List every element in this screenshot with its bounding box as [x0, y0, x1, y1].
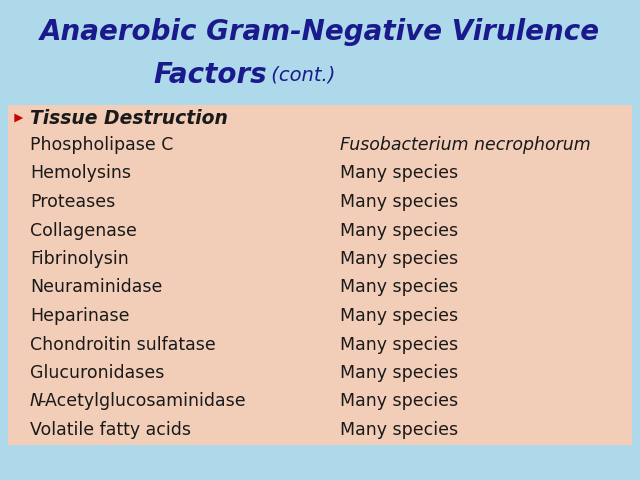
Text: (cont.): (cont.): [265, 65, 335, 84]
Text: Phospholipase C: Phospholipase C: [30, 136, 173, 154]
Text: Many species: Many species: [340, 364, 458, 382]
FancyBboxPatch shape: [8, 105, 632, 445]
Text: Many species: Many species: [340, 250, 458, 268]
Text: Chondroitin sulfatase: Chondroitin sulfatase: [30, 336, 216, 353]
Text: Neuraminidase: Neuraminidase: [30, 278, 163, 297]
Text: Proteases: Proteases: [30, 193, 115, 211]
Text: Many species: Many species: [340, 193, 458, 211]
Text: Many species: Many species: [340, 165, 458, 182]
Text: Many species: Many species: [340, 421, 458, 439]
Text: Collagenase: Collagenase: [30, 221, 137, 240]
Text: Anaerobic Gram-Negative Virulence: Anaerobic Gram-Negative Virulence: [40, 18, 600, 46]
Text: Tissue Destruction: Tissue Destruction: [30, 108, 228, 128]
Text: Fusobacterium necrophorum: Fusobacterium necrophorum: [340, 136, 591, 154]
Text: Many species: Many species: [340, 393, 458, 410]
Text: Hemolysins: Hemolysins: [30, 165, 131, 182]
Text: Glucuronidases: Glucuronidases: [30, 364, 164, 382]
Text: Fibrinolysin: Fibrinolysin: [30, 250, 129, 268]
Text: Heparinase: Heparinase: [30, 307, 129, 325]
Text: Many species: Many species: [340, 336, 458, 353]
Text: Many species: Many species: [340, 278, 458, 297]
Text: -Acetylglucosaminidase: -Acetylglucosaminidase: [39, 393, 246, 410]
Text: Many species: Many species: [340, 221, 458, 240]
Text: Many species: Many species: [340, 307, 458, 325]
Text: Volatile fatty acids: Volatile fatty acids: [30, 421, 191, 439]
Text: Factors: Factors: [153, 61, 267, 89]
Text: N: N: [30, 393, 43, 410]
